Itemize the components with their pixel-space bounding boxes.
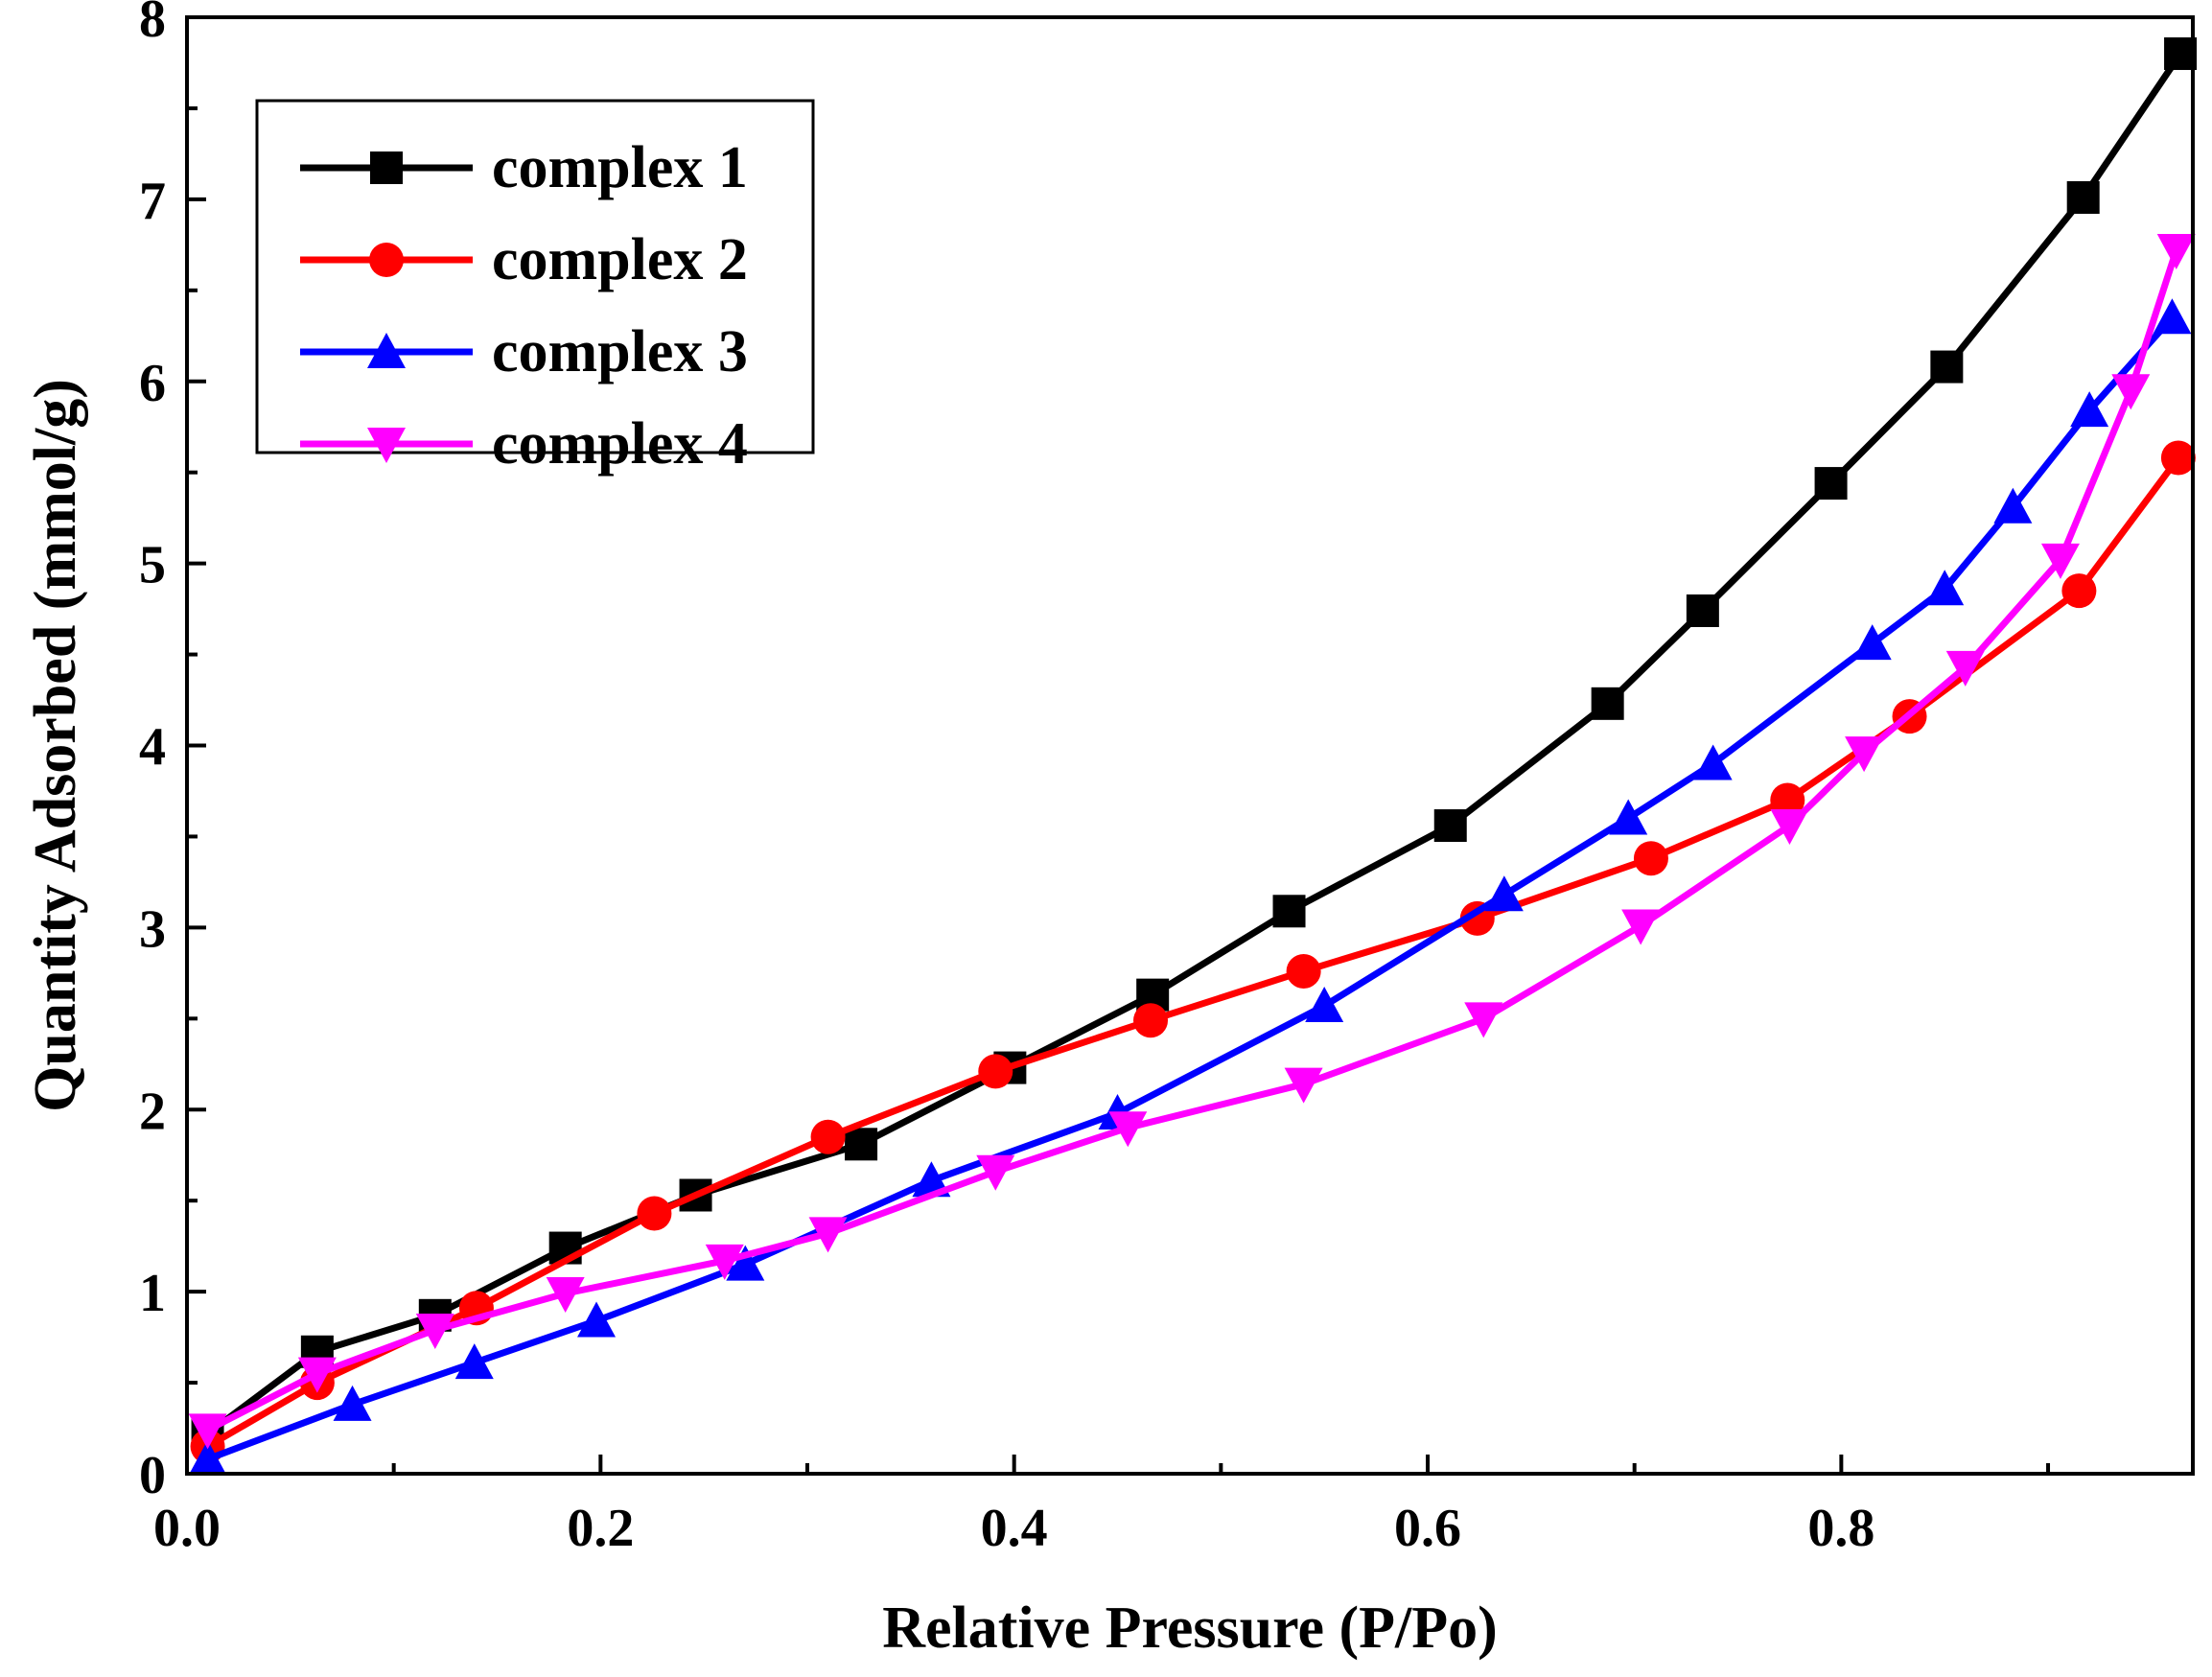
x-tick-label: 0.0 — [153, 1499, 221, 1558]
x-axis-title: Relative Pressure (P/Po) — [882, 1595, 1498, 1661]
series-2-point — [2160, 440, 2196, 476]
legend-label: complex 3 — [492, 319, 748, 384]
series-3-point — [1305, 987, 1344, 1023]
series-4-point — [2040, 543, 2080, 579]
series-3-point — [577, 1301, 617, 1338]
series-2-point — [1633, 841, 1668, 876]
series-3-point — [912, 1161, 951, 1198]
x-tick-label: 0.4 — [981, 1499, 1048, 1558]
y-tick-label: 1 — [139, 1264, 166, 1323]
series-4-point — [415, 1313, 454, 1349]
series-1-point — [1814, 467, 1848, 501]
series-1-point — [1272, 895, 1306, 928]
series-2-point — [1770, 782, 1805, 818]
y-tick-label: 7 — [139, 172, 166, 231]
series-4-point — [2111, 374, 2151, 410]
y-tick-label: 5 — [139, 536, 166, 595]
legend-label: complex 1 — [492, 135, 748, 200]
series-3-point — [2070, 391, 2109, 428]
legend-marker — [370, 151, 403, 184]
series-3-line — [206, 314, 2176, 1463]
series-3-point — [1484, 875, 1524, 912]
series-4-point — [1845, 736, 1884, 773]
series-4-point — [808, 1217, 848, 1253]
series-4 — [188, 234, 2196, 1450]
y-tick-label: 0 — [139, 1446, 166, 1505]
series-1-point — [845, 1128, 878, 1161]
series-3-point — [333, 1385, 372, 1421]
series-2-point — [637, 1196, 672, 1231]
series-1-point — [2066, 180, 2100, 214]
x-axis: 0.0 0.2 0.4 0.6 0.8 — [153, 1455, 2051, 1558]
y-tick-label: 8 — [139, 0, 166, 49]
y-tick-label: 3 — [139, 899, 166, 959]
x-tick-label: 0.8 — [1807, 1499, 1874, 1558]
series-2-point — [978, 1054, 1013, 1089]
y-tick-label: 6 — [139, 354, 166, 413]
legend-item-1: complex 1 — [300, 135, 748, 200]
series-4-point — [2156, 234, 2196, 270]
series-3-point — [2153, 298, 2192, 335]
series-4-point — [1108, 1111, 1148, 1148]
series-2-point — [1286, 953, 1321, 989]
y-axis-title: Quantity Adsorbed (mmol/g) — [23, 379, 88, 1112]
series-4-point — [1770, 809, 1809, 846]
series-1-point — [1591, 687, 1624, 720]
series-3-point — [188, 1439, 227, 1476]
legend: complex 1 complex 2 complex 3 complex 4 — [255, 99, 815, 477]
series-3-point — [454, 1343, 494, 1380]
series-4-point — [1621, 909, 1661, 945]
series-3-point — [1693, 744, 1733, 780]
legend-label: complex 4 — [492, 411, 748, 477]
legend-label: complex 2 — [492, 227, 748, 292]
series-3-point — [1852, 624, 1892, 661]
series-4-point — [1284, 1067, 1323, 1104]
y-tick-label: 2 — [139, 1082, 166, 1141]
series-1-point — [1686, 594, 1719, 627]
series-2-line — [205, 455, 2181, 1450]
legend-item-3: complex 3 — [300, 319, 748, 384]
series-2-point — [1133, 1003, 1169, 1038]
legend-marker — [369, 243, 404, 277]
series-3 — [188, 298, 2192, 1476]
series-4-point — [546, 1277, 585, 1314]
y-axis: 0 1 2 3 4 5 6 7 8 — [139, 0, 206, 1505]
series-1-point — [1433, 809, 1467, 843]
series-2-point — [2061, 573, 2097, 609]
legend-item-2: complex 2 — [300, 227, 748, 292]
series-1-line — [205, 52, 2183, 1437]
legend-marker — [367, 428, 406, 463]
series-3-point — [1609, 799, 1648, 835]
series-4-point — [705, 1244, 744, 1280]
series-3-point — [726, 1245, 765, 1281]
legend-marker — [367, 333, 406, 368]
series-3-point — [1993, 487, 2033, 524]
plot-content — [188, 36, 2198, 1476]
x-tick-label: 0.2 — [567, 1499, 634, 1558]
series-1-point — [1930, 350, 1964, 384]
series-3-point — [1925, 570, 1965, 606]
series-4-point — [976, 1154, 1015, 1191]
series-2-point — [810, 1119, 846, 1154]
y-tick-label: 4 — [139, 718, 166, 778]
series-2 — [190, 440, 2196, 1464]
series-4-point — [1464, 1002, 1503, 1038]
series-4-point — [297, 1357, 337, 1393]
series-4-point — [1945, 650, 1985, 687]
series-4-point — [188, 1413, 227, 1450]
legend-item-4: complex 4 — [300, 411, 748, 477]
legend-box — [255, 99, 815, 454]
x-tick-label: 0.6 — [1394, 1499, 1461, 1558]
